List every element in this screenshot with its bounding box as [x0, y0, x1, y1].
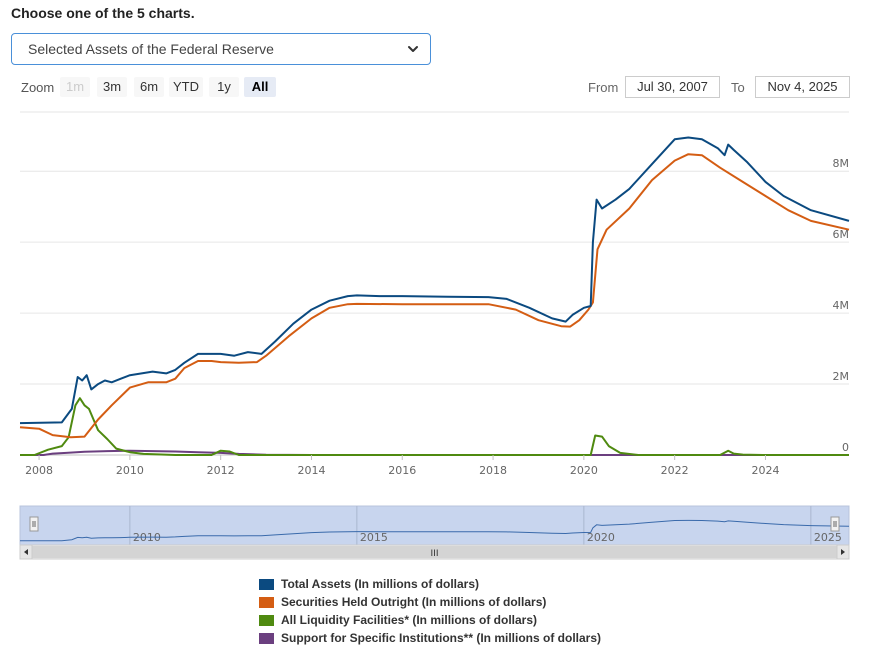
from-date-input[interactable]: Jul 30, 2007: [625, 76, 720, 98]
legend-swatch: [259, 596, 274, 608]
chart-select-value: Selected Assets of the Federal Reserve: [28, 41, 274, 57]
scroll-left-arrow-icon[interactable]: [19, 544, 33, 560]
y-tick-label: 0: [842, 441, 849, 454]
scroll-right-arrow-icon[interactable]: [836, 544, 850, 560]
legend-label: All Liquidity Facilities* (In millions o…: [281, 613, 538, 627]
page-heading: Choose one of the 5 charts.: [11, 5, 195, 21]
scrollbar-grip: III: [431, 549, 439, 559]
series-securities-held-outright[interactable]: [19, 153, 850, 439]
legend-swatch: [259, 614, 274, 626]
series-liquidity-facilities[interactable]: [20, 397, 849, 456]
navigator-selection[interactable]: [19, 505, 850, 546]
legend-swatch: [259, 632, 274, 644]
x-tick-label: 2018: [479, 464, 507, 477]
zoom-label: Zoom: [21, 80, 55, 95]
x-tick-label: 2012: [207, 464, 235, 477]
zoom-all-button[interactable]: All: [244, 77, 276, 97]
navigator-year-label: 2025: [814, 531, 842, 544]
zoom-1m-button[interactable]: 1m: [60, 77, 90, 97]
zoom-6m-button[interactable]: 6m: [134, 77, 164, 97]
navigator-series-line: [20, 519, 850, 542]
chart-select-dropdown[interactable]: Selected Assets of the Federal Reserve: [11, 33, 431, 65]
x-tick-label: 2008: [25, 464, 53, 477]
scrollbar-thumb[interactable]: [32, 546, 837, 558]
x-tick-label: 2020: [570, 464, 598, 477]
to-date-input[interactable]: Nov 4, 2025: [755, 76, 850, 98]
navigator-year-label: 2020: [587, 531, 615, 544]
y-tick-label: 6M: [833, 228, 850, 241]
y-tick-label: 2M: [833, 370, 850, 383]
x-tick-label: 2022: [661, 464, 689, 477]
y-tick-label: 4M: [833, 299, 850, 312]
x-tick-label: 2016: [388, 464, 416, 477]
y-tick-label: 8M: [833, 157, 850, 170]
navigator-year-label: 2015: [360, 531, 388, 544]
legend-item-liquidity[interactable]: All Liquidity Facilities* (In millions o…: [259, 611, 601, 629]
zoom-1y-button[interactable]: 1y: [209, 77, 239, 97]
legend-item-support[interactable]: Support for Specific Institutions** (In …: [259, 629, 601, 647]
main-chart[interactable]: 0 2M 4M 6M 8M 2008 2010 2012 2014 2016 2018 2020 202…: [0, 110, 885, 485]
x-tick-label: 2010: [116, 464, 144, 477]
legend-label: Securities Held Outright (In millions of…: [281, 595, 547, 609]
navigator-right-handle[interactable]: [830, 516, 840, 532]
series-total-assets[interactable]: [19, 136, 850, 425]
legend: Total Assets (In millions of dollars) Se…: [259, 575, 601, 647]
x-tick-label: 2024: [751, 464, 779, 477]
navigator-left-handle[interactable]: [29, 516, 39, 532]
legend-item-total-assets[interactable]: Total Assets (In millions of dollars): [259, 575, 601, 593]
to-label: To: [731, 80, 745, 95]
zoom-ytd-button[interactable]: YTD: [169, 77, 203, 97]
legend-label: Support for Specific Institutions** (In …: [281, 631, 602, 645]
from-label: From: [588, 80, 619, 95]
legend-label: Total Assets (In millions of dollars): [281, 577, 480, 591]
chevron-down-icon: [408, 46, 418, 52]
x-tick-label: 2014: [297, 464, 325, 477]
zoom-3m-button[interactable]: 3m: [97, 77, 127, 97]
legend-item-securities[interactable]: Securities Held Outright (In millions of…: [259, 593, 601, 611]
legend-swatch: [259, 578, 274, 590]
